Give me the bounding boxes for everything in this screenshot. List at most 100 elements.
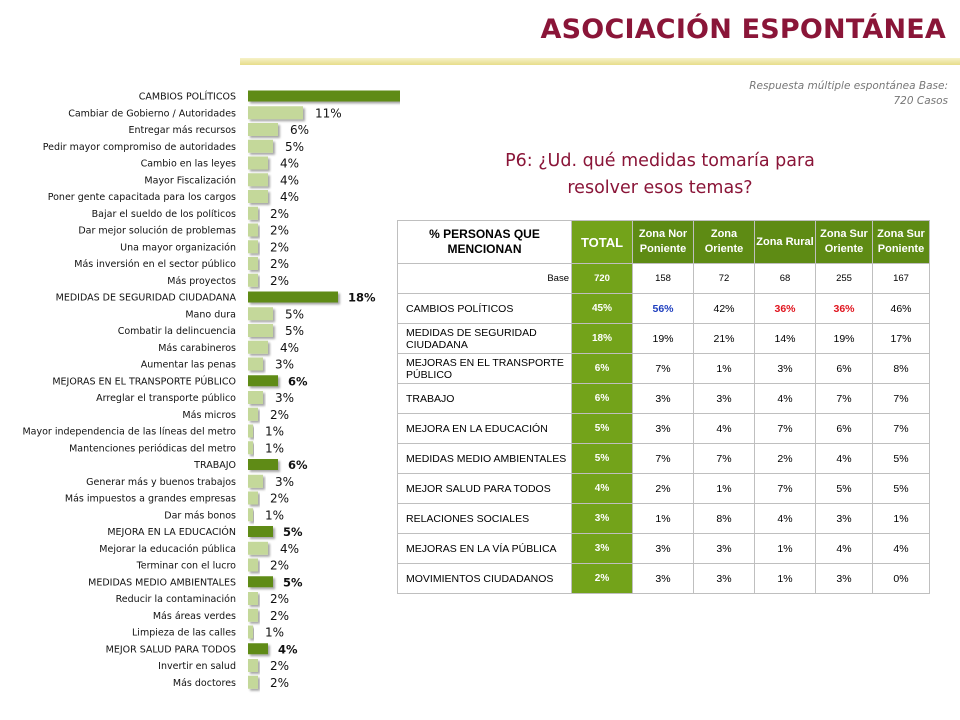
value-label: 5% <box>283 525 303 539</box>
value-label: 2% <box>270 592 289 606</box>
category-label: Una mayor organización <box>120 242 236 253</box>
category-label: Cambio en las leyes <box>141 159 236 170</box>
value-label: 6% <box>288 374 308 388</box>
table-cell: 6% <box>571 383 633 414</box>
subcategory-bar <box>248 541 268 555</box>
category-bar <box>248 643 268 655</box>
row-label: MEDIDAS DE SEGURIDAD CIUDADANA <box>397 323 572 354</box>
table-cell: 3% <box>693 383 755 414</box>
table-cell: 42% <box>693 293 755 324</box>
table-cell: 8% <box>693 503 755 534</box>
subcategory-bar <box>248 273 258 287</box>
subcategory-bar <box>248 491 258 505</box>
value-label: 2% <box>270 559 289 573</box>
base-cell: 167 <box>872 263 930 294</box>
row-label: MEDIDAS MEDIO AMBIENTALES <box>397 443 572 474</box>
table-cell: 3% <box>693 563 755 594</box>
subcategory-bar <box>248 625 253 639</box>
value-label: 1% <box>265 425 284 439</box>
value-label: 2% <box>270 659 289 673</box>
value-label: 2% <box>270 408 289 422</box>
table-cell: 3% <box>754 353 816 384</box>
category-label: Poner gente capacitada para los cargos <box>48 192 236 203</box>
row-label: TRABAJO <box>397 383 572 414</box>
table-row: MOVIMIENTOS CIUDADANOS 2% 3% 3% 1% 3% 0% <box>397 563 930 594</box>
table-cell: 19% <box>815 323 873 354</box>
subcategory-bar <box>248 123 278 136</box>
category-label: Mayor Fiscalización <box>144 175 236 186</box>
table-header-col: Zona Oriente <box>693 220 755 264</box>
subcategory-bar <box>248 190 268 203</box>
table-row: MEJORAS EN EL TRANSPORTE PÚBLICO 6% 7% 1% 3%… <box>397 353 930 384</box>
category-bar <box>248 375 278 387</box>
value-label: 4% <box>280 190 299 204</box>
table-header-col: Zona Sur Oriente <box>815 220 873 264</box>
row-label: CAMBIOS POLÍTICOS <box>397 293 572 324</box>
table-cell: 6% <box>571 353 633 384</box>
table-cell: 3% <box>693 533 755 564</box>
value-label: 4% <box>278 642 298 656</box>
base-note-line-2: 720 Casos <box>893 95 948 107</box>
value-label: 4% <box>280 341 299 355</box>
category-label: Cambiar de Gobierno / Autoridades <box>68 108 236 119</box>
row-label: RELACIONES SOCIALES <box>397 503 572 534</box>
category-label: TRABAJO <box>193 460 236 471</box>
subcategory-bar <box>248 659 258 672</box>
table-cell: 18% <box>571 323 633 354</box>
category-label: Pedir mayor compromiso de autoridades <box>43 142 236 153</box>
category-label: Generar más y buenos trabajos <box>86 477 236 488</box>
base-note-line-1: Respuesta múltiple espontánea Base: <box>749 80 948 92</box>
table-cell: 45% <box>571 293 633 324</box>
table-cell: 0% <box>872 563 930 594</box>
category-label: Mayor independencia de las líneas del me… <box>22 427 236 438</box>
table-cell: 3% <box>632 563 694 594</box>
table-cell: 1% <box>754 563 816 594</box>
category-label: Más inversión en el sector público <box>74 259 236 270</box>
value-label: 2% <box>270 274 289 288</box>
value-label: 2% <box>270 240 289 254</box>
value-label: 5% <box>285 324 304 338</box>
subcategory-bar <box>248 675 258 689</box>
table-cell: 7% <box>872 383 930 414</box>
table-cell: 6% <box>815 413 873 444</box>
subcategory-bar <box>248 357 263 371</box>
category-label: Más carabineros <box>158 343 236 354</box>
value-label: 6% <box>288 458 308 472</box>
subcategory-bar <box>248 240 258 254</box>
category-label: Entregar más recursos <box>128 125 236 136</box>
table-cell: 3% <box>632 383 694 414</box>
value-label: 5% <box>285 307 304 321</box>
table-row: MEJOR SALUD PARA TODOS 4% 2% 1% 7% 5% 5% <box>397 473 930 504</box>
category-bar <box>248 576 273 588</box>
base-cell: 720 <box>571 263 633 294</box>
table-cell: 1% <box>693 473 755 504</box>
table-header-label: % PERSONAS QUE MENCIONAN <box>397 220 572 264</box>
table-cell: 3% <box>571 503 633 534</box>
value-label: 5% <box>283 575 303 589</box>
table-cell: 17% <box>872 323 930 354</box>
value-label: 3% <box>275 475 294 489</box>
table-cell: 7% <box>754 413 816 444</box>
category-label: Limpieza de las calles <box>132 628 236 639</box>
table-row: TRABAJO 6% 3% 3% 4% 7% 7% <box>397 383 930 414</box>
category-label: Dar mejor solución de problemas <box>78 226 236 237</box>
table-row: MEDIDAS MEDIO AMBIENTALES 5% 7% 7% 2% 4% 5% <box>397 443 930 474</box>
subcategory-bar <box>248 307 273 321</box>
value-label: 2% <box>270 492 289 506</box>
table-cell: 56% <box>632 293 694 324</box>
category-label: MEJOR SALUD PARA TODOS <box>106 644 236 655</box>
table-cell: 4% <box>693 413 755 444</box>
category-label: Mejorar la educación pública <box>99 544 236 555</box>
value-label: 5% <box>285 140 304 154</box>
category-label: Aumentar las penas <box>141 360 236 371</box>
table-cell: 5% <box>571 443 633 474</box>
value-label: 1% <box>265 441 284 455</box>
table-row-base: Base 720 158 72 68 255 167 <box>397 263 930 294</box>
table-cell: 4% <box>815 443 873 474</box>
category-label: Mano dura <box>185 309 236 320</box>
category-label: Invertir en salud <box>158 661 236 672</box>
table-row: MEJORAS EN LA VÍA PÚBLICA 3% 3% 3% 1% 4% 4% <box>397 533 930 564</box>
subcategory-bar <box>248 106 303 120</box>
category-label: Más impuestos a grandes empresas <box>65 494 236 505</box>
